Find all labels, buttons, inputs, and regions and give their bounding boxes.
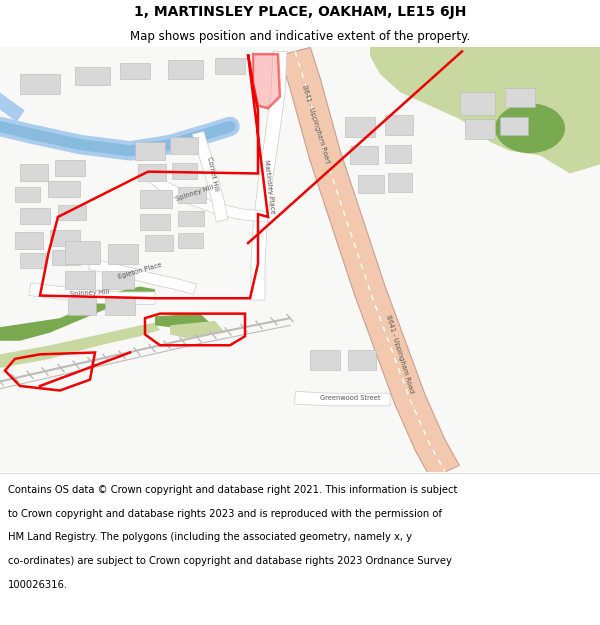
Bar xyxy=(170,138,198,154)
Bar xyxy=(65,241,100,264)
Bar xyxy=(350,146,378,164)
Bar xyxy=(385,144,411,162)
Bar xyxy=(52,251,80,265)
Bar xyxy=(20,74,60,94)
Bar xyxy=(65,271,95,289)
Bar xyxy=(55,160,85,176)
Polygon shape xyxy=(192,131,228,221)
Text: Contains OS data © Crown copyright and database right 2021. This information is : Contains OS data © Crown copyright and d… xyxy=(8,485,457,495)
Ellipse shape xyxy=(495,103,565,153)
Bar xyxy=(135,142,165,160)
Text: Map shows position and indicative extent of the property.: Map shows position and indicative extent… xyxy=(130,30,470,43)
Text: HM Land Registry. The polygons (including the associated geometry, namely x, y: HM Land Registry. The polygons (includin… xyxy=(8,532,412,542)
Bar xyxy=(105,298,135,314)
Bar xyxy=(58,205,86,219)
Polygon shape xyxy=(251,51,287,300)
Bar xyxy=(345,118,375,138)
Bar xyxy=(48,181,80,197)
Bar xyxy=(460,92,495,115)
Polygon shape xyxy=(29,283,155,304)
Text: to Crown copyright and database rights 2023 and is reproduced with the permissio: to Crown copyright and database rights 2… xyxy=(8,509,442,519)
Text: Greenwood Street: Greenwood Street xyxy=(320,395,380,401)
Polygon shape xyxy=(155,314,210,328)
Text: Martinsley Place: Martinsley Place xyxy=(263,159,275,214)
Polygon shape xyxy=(370,47,600,174)
Bar xyxy=(505,88,535,108)
Bar xyxy=(465,119,495,139)
Bar xyxy=(178,187,206,203)
Bar xyxy=(20,164,48,181)
Polygon shape xyxy=(295,391,390,406)
Text: 100026316.: 100026316. xyxy=(8,580,68,590)
Text: 1, MARTINSLEY PLACE, OAKHAM, LE15 6JH: 1, MARTINSLEY PLACE, OAKHAM, LE15 6JH xyxy=(134,5,466,19)
Bar xyxy=(500,118,528,136)
Text: Cornet Hill: Cornet Hill xyxy=(206,156,220,191)
Polygon shape xyxy=(170,321,225,338)
Bar xyxy=(50,229,80,246)
Bar xyxy=(172,162,197,179)
Bar xyxy=(15,232,43,249)
Bar xyxy=(138,164,166,181)
Bar xyxy=(348,350,376,370)
Bar xyxy=(140,190,172,208)
Bar xyxy=(15,187,40,201)
Text: Spinney Hill: Spinney Hill xyxy=(70,289,110,297)
Bar xyxy=(358,175,384,193)
Polygon shape xyxy=(0,286,155,341)
Bar xyxy=(178,233,203,248)
Text: B641 - Uppingham Road: B641 - Uppingham Road xyxy=(301,84,331,164)
Bar xyxy=(178,211,204,226)
Text: Egleton Place: Egleton Place xyxy=(118,262,163,280)
Bar xyxy=(388,174,412,191)
Bar xyxy=(168,59,203,79)
Text: B641 - Uppingham Road: B641 - Uppingham Road xyxy=(385,314,415,394)
Bar xyxy=(120,63,150,79)
Bar xyxy=(68,298,96,314)
Text: Spinney Hill: Spinney Hill xyxy=(175,184,215,203)
Polygon shape xyxy=(89,259,197,294)
Bar xyxy=(75,67,110,85)
Bar xyxy=(385,115,413,134)
Bar xyxy=(20,208,50,224)
Bar xyxy=(140,214,170,231)
Bar xyxy=(108,244,138,264)
Bar xyxy=(102,271,134,289)
Bar xyxy=(215,58,245,74)
Polygon shape xyxy=(141,168,269,222)
Text: co-ordinates) are subject to Crown copyright and database rights 2023 Ordnance S: co-ordinates) are subject to Crown copyr… xyxy=(8,556,452,566)
Bar xyxy=(145,235,173,251)
Polygon shape xyxy=(0,322,160,368)
Polygon shape xyxy=(253,54,280,108)
Polygon shape xyxy=(280,48,460,478)
Bar xyxy=(20,253,45,268)
Bar xyxy=(310,350,340,370)
